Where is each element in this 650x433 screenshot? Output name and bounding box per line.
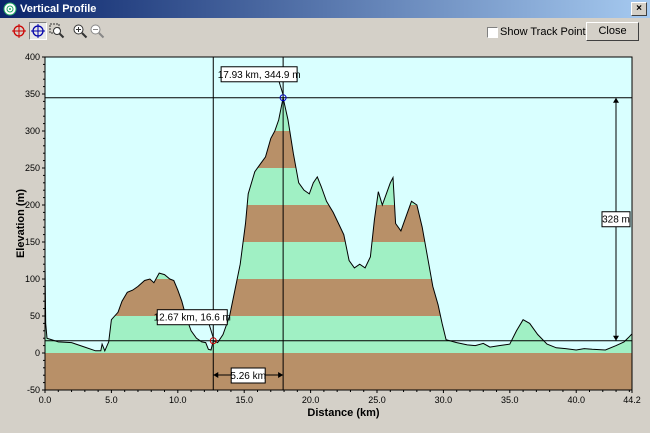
distance-label: 5.26 km	[230, 371, 266, 382]
app-icon	[3, 2, 17, 16]
measure-crosshair-button[interactable]	[29, 22, 47, 40]
show-track-points-label: Show Track Points	[500, 26, 592, 38]
title-bar: Vertical Profile ×	[0, 0, 650, 18]
y-tick-label: 150	[25, 237, 40, 247]
peak-marker	[279, 94, 287, 102]
zoom-out-icon	[90, 24, 105, 39]
zoom-in-button[interactable]	[71, 22, 89, 40]
y-tick-label: 300	[25, 126, 40, 136]
profile-chart[interactable]: 0.0 5.0 10.0 15.0 20.0 25.0 30.0 35.0 40.0 44.2 -5…	[0, 48, 650, 433]
measure-crosshair-icon	[31, 24, 45, 38]
y-tick-label: 400	[25, 52, 40, 62]
zoom-region-icon	[49, 23, 65, 39]
cursor-label-box	[156, 309, 228, 326]
show-track-points-checkbox[interactable]	[487, 27, 498, 38]
zoom-region-button[interactable]	[48, 22, 66, 40]
x-tick-label: 25.0	[368, 395, 386, 405]
x-tick-label: 44.2	[623, 395, 641, 405]
y-tick-label: 0	[35, 348, 40, 358]
y-tick-label: 100	[25, 274, 40, 284]
zoom-out-button[interactable]	[88, 22, 106, 40]
y-axis-title: Elevation (m)	[15, 189, 27, 258]
select-point-icon	[12, 24, 26, 38]
window-close-button[interactable]: ×	[631, 2, 647, 16]
y-tick-label: 200	[25, 200, 40, 210]
profile-chart-svg: 0.0 5.0 10.0 15.0 20.0 25.0 30.0 35.0 40.0 44.2 -5…	[15, 52, 641, 419]
select-point-button[interactable]	[10, 22, 28, 40]
peak-label: 17.93 km, 344.9 m	[218, 70, 301, 81]
plot-border	[44, 56, 633, 391]
x-tick-label: 20.0	[302, 395, 320, 405]
elevation-diff-label: 328 m	[602, 215, 630, 226]
peak-label-leader	[278, 81, 284, 95]
x-tick-label: 10.0	[169, 395, 187, 405]
elevation-band	[45, 353, 632, 390]
peak-label-box	[220, 66, 298, 83]
x-tick-label: 40.0	[567, 395, 585, 405]
close-button[interactable]: Close	[586, 22, 639, 41]
toolbar	[0, 18, 650, 48]
y-tick-label: -50	[27, 385, 40, 395]
x-tick-label: 30.0	[435, 395, 453, 405]
measurement-overlay: 17.93 km, 344.9 m 12.67 km, 16.6 m 5.26 …	[45, 57, 632, 390]
elevation-diff-label-box	[601, 211, 631, 228]
y-tick-label: 250	[25, 163, 40, 173]
window-title: Vertical Profile	[20, 3, 97, 15]
y-tick-label: 50	[30, 311, 40, 321]
cursor-label-leader	[208, 324, 214, 338]
cursor-label: 12.67 km, 16.6 m	[154, 313, 231, 324]
distance-label-box	[230, 367, 266, 384]
x-axis-title: Distance (km)	[307, 407, 379, 419]
x-tick-label: 15.0	[235, 395, 253, 405]
y-tick-label: 350	[25, 89, 40, 99]
profile-line	[44, 97, 633, 353]
x-tick-label: 5.0	[105, 395, 118, 405]
x-tick-label: 0.0	[39, 395, 52, 405]
zoom-in-icon	[73, 24, 88, 39]
x-tick-label: 35.0	[501, 395, 519, 405]
